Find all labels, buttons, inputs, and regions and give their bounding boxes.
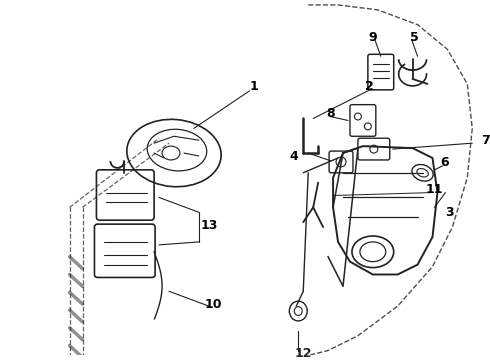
Text: 11: 11 — [426, 183, 443, 196]
Text: 9: 9 — [368, 31, 377, 44]
Text: 7: 7 — [481, 134, 490, 147]
Text: 4: 4 — [290, 149, 299, 162]
Text: 8: 8 — [326, 107, 334, 120]
Text: 12: 12 — [294, 347, 312, 360]
Text: 5: 5 — [410, 31, 419, 44]
Text: 3: 3 — [445, 206, 454, 219]
Text: 6: 6 — [440, 156, 449, 170]
Text: 10: 10 — [205, 298, 222, 311]
Text: 2: 2 — [366, 80, 374, 93]
Text: 13: 13 — [200, 219, 218, 231]
Text: 1: 1 — [249, 80, 258, 93]
